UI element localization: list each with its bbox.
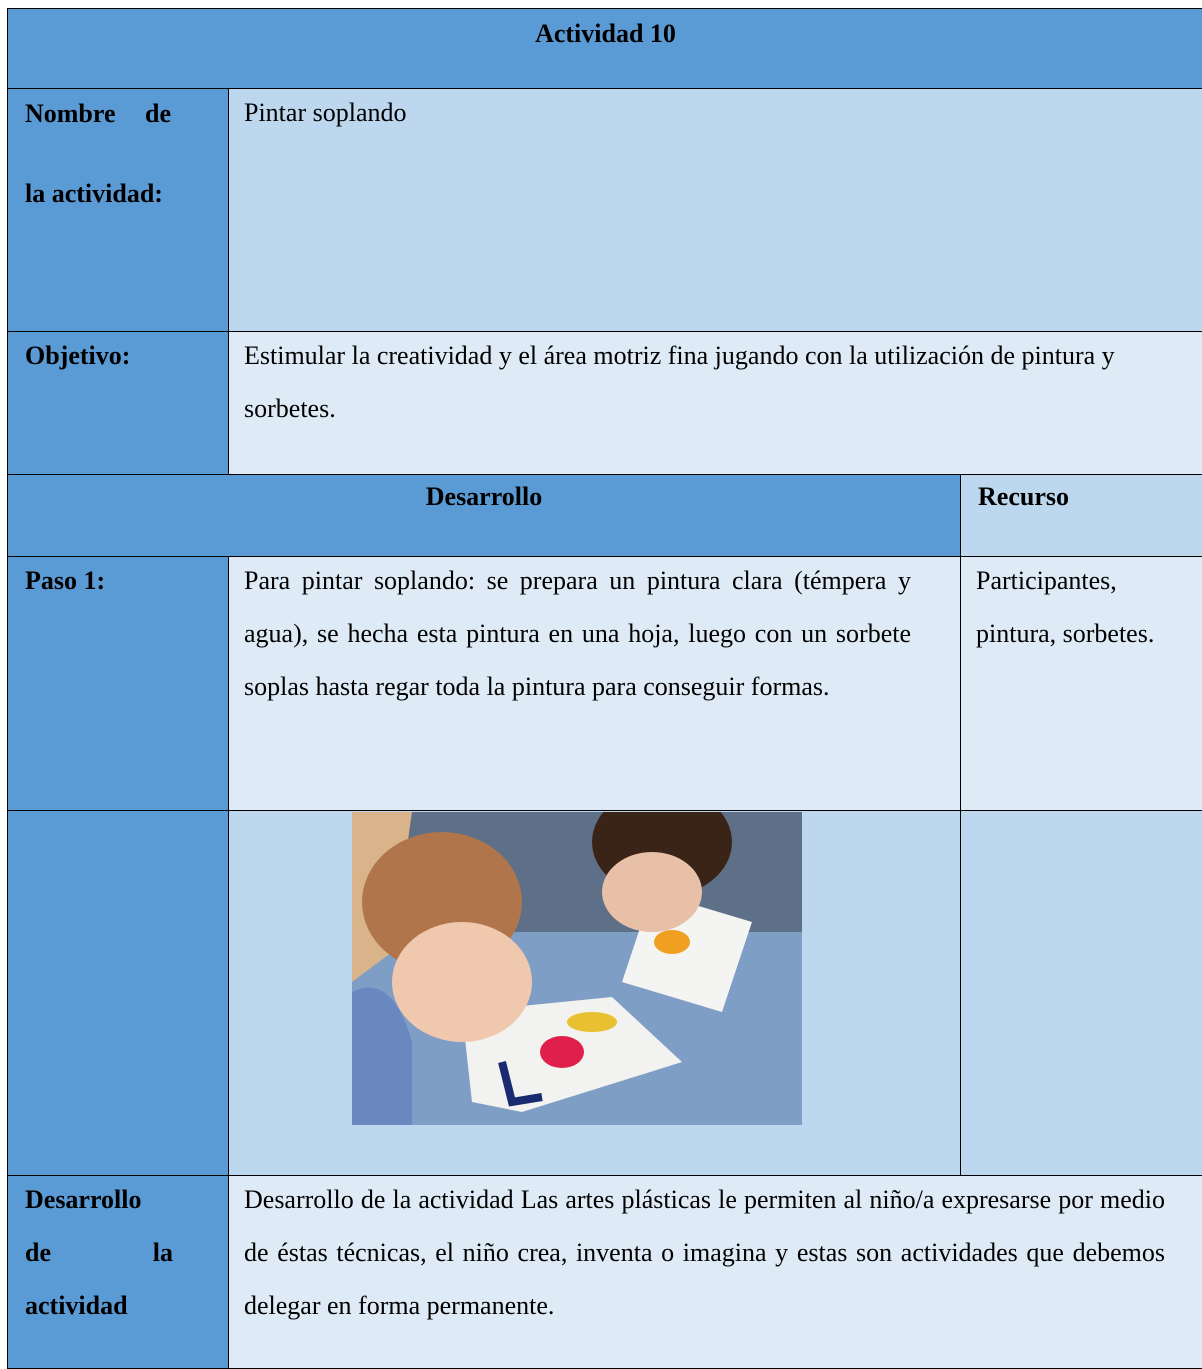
value-cell [960,810,1202,1176]
step-label: Paso 1: [25,566,106,595]
step-text: Para pintar soplando: se prepara un pint… [244,566,911,701]
photo-child [392,922,532,1042]
image-cell [228,810,961,1176]
objective-label: Objetivo: [25,341,131,370]
value-cell: Desarrollo de la actividad Las artes plá… [228,1175,1202,1369]
label-cell: Nombre de la actividad: [7,88,229,332]
photo-child [352,987,412,1125]
header-cell: Recurso [960,474,1202,557]
value-cell: Para pintar soplando: se prepara un pint… [228,556,961,811]
step-resource: Participantes, pintura, sorbetes. [976,566,1155,648]
photo-child [602,852,702,932]
photo-paint [540,1036,584,1068]
photo-paint [567,1012,617,1032]
activity-label: Desarrollo de la actividad [25,1185,173,1320]
name-value: Pintar soplando [244,98,407,127]
photo-paint [654,930,690,954]
activity-text: Desarrollo de la actividad Las artes plá… [244,1185,1165,1320]
value-cell: Pintar soplando [228,88,1202,332]
photo-paint [498,1061,543,1107]
value-cell: Estimular la creatividad y el área motri… [228,331,1202,475]
title: Actividad 10 [535,19,676,48]
name-label: Nombre de la actividad: [25,99,171,208]
label-cell [7,810,229,1176]
label-cell: Desarrollo de la actividad [7,1175,229,1369]
header-cell: Desarrollo [7,474,961,557]
title-cell: Actividad 10 [7,8,1202,89]
label-cell: Paso 1: [7,556,229,811]
resource-header: Recurso [978,482,1069,511]
objective-value: Estimular la creatividad y el área motri… [244,341,1115,423]
photo [352,812,802,1125]
value-cell: Participantes, pintura, sorbetes. [960,556,1202,811]
development-header: Desarrollo [425,482,543,511]
label-cell: Objetivo: [7,331,229,475]
